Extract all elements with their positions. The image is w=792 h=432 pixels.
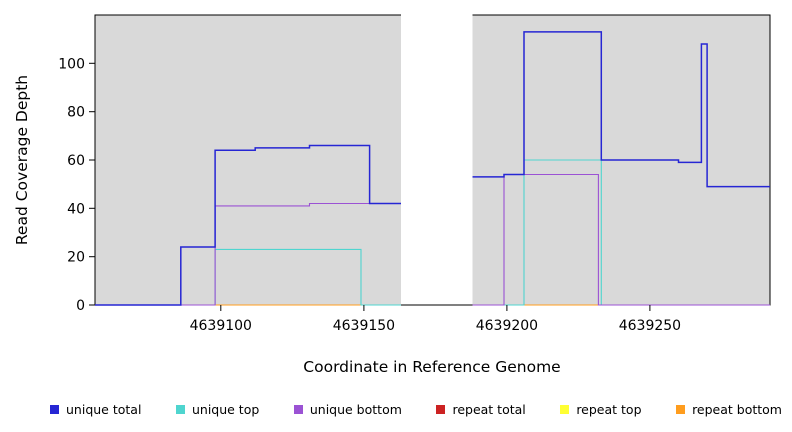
coverage-gap [401,13,473,304]
series-line-unique-total [95,144,401,306]
x-axis-label: Coordinate in Reference Genome [303,358,560,376]
repeat-top-swatch-icon [560,404,570,414]
unique-total-swatch-icon [50,404,59,414]
shaded-region [95,15,401,305]
unique-bottom-swatch-icon [293,404,303,414]
y-tick-label: 0 [76,298,85,314]
y-tick-label: 80 [67,105,85,121]
series-line-unique-total [472,31,770,188]
y-tick-label: 60 [67,153,85,169]
y-tick-label: 20 [67,250,85,266]
x-tick-label: 4639100 [190,318,252,334]
y-tick-label: 40 [67,201,85,217]
legend-item-repeat-total: repeat total [436,401,526,417]
legend-label: repeat top [576,401,642,417]
legend-item-repeat-bottom: repeat bottom [676,402,782,417]
x-tick-label: 4639200 [476,318,538,334]
y-axis-label: Read Coverage Depth [13,75,31,245]
legend-item-repeat-top: repeat top [560,401,642,417]
y-tick-label: 100 [58,56,85,72]
series-line-unique-bottom [95,202,401,306]
repeat-total-swatch-icon [436,404,446,414]
legend-item-unique-bottom: unique bottom [293,401,402,417]
legend-item-unique-top: unique top [175,401,260,417]
unique-top-swatch-icon [175,404,185,414]
repeat-bottom-swatch-icon [676,404,686,414]
plot-series [95,31,770,306]
legend: unique total unique top unique bottom re… [0,386,792,432]
legend-label: unique total [66,401,142,417]
x-tick-label: 4639250 [619,318,681,334]
legend-label: repeat bottom [692,401,782,417]
legend-label: unique bottom [309,401,402,417]
series-line-unique-bottom [472,173,770,306]
coverage-plot: 4639100 4639150 4639200 4639250 0 20 40 60 80 100… [13,13,771,376]
plot-gap [401,13,473,304]
plot-axes: 4639100 4639150 4639200 4639250 0 20 40 60 80 100 [58,56,681,334]
legend-item-unique-total: unique total [50,402,141,417]
x-tick-label: 4639150 [333,318,395,334]
legend-label: unique top [191,401,260,417]
legend-label: repeat total [452,401,526,417]
